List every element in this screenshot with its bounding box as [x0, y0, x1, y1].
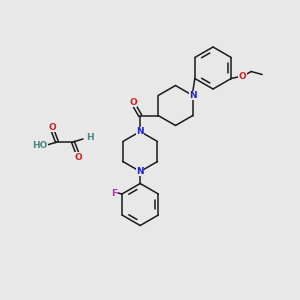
Text: N: N — [136, 127, 144, 136]
Text: O: O — [129, 98, 137, 107]
Text: O: O — [48, 122, 56, 131]
Text: O: O — [74, 152, 82, 161]
Text: N: N — [189, 91, 196, 100]
Text: H: H — [86, 134, 94, 142]
Text: F: F — [111, 188, 117, 197]
Text: O: O — [238, 72, 246, 81]
Text: HO: HO — [32, 142, 48, 151]
Text: N: N — [136, 167, 144, 176]
